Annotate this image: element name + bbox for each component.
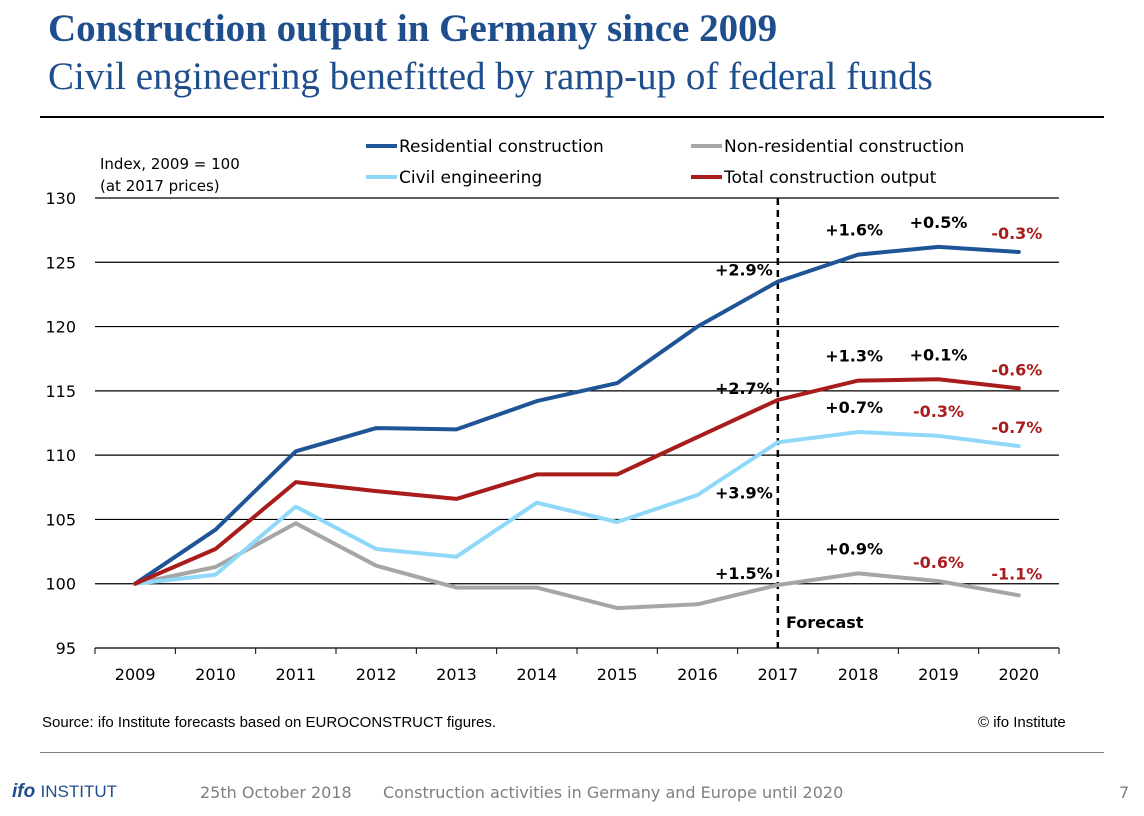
- logo-institut-text: INSTITUT: [40, 782, 118, 801]
- header-divider: [40, 116, 1104, 118]
- y-tick-label: 115: [45, 382, 76, 401]
- series-line-3: [133, 377, 1021, 586]
- y-tick-label: 130: [45, 189, 76, 208]
- x-tick-label: 2009: [115, 665, 156, 684]
- x-tick-label: 2017: [757, 665, 798, 684]
- x-tick-label: 2012: [356, 665, 397, 684]
- data-label-annotation: +3.9%: [715, 483, 773, 502]
- footer-date: 25th October 2018: [200, 783, 352, 802]
- page-title: Construction output in Germany since 200…: [48, 7, 778, 50]
- data-label-annotation: +0.9%: [825, 539, 883, 558]
- series-line-2: [133, 430, 1021, 586]
- x-tick-label: 2020: [998, 665, 1039, 684]
- axes: 95 100 105 110 115 120 125 130 2009 2010 2011 2012 2…: [45, 189, 1060, 684]
- x-tick-label: 2018: [838, 665, 879, 684]
- annotations: +2.9% +1.6% +0.5% -0.3% +2.7% +1.3% +0.1% -0.6%…: [715, 213, 1042, 583]
- x-tick-label: 2015: [597, 665, 638, 684]
- logo-ifo-text: ifo: [12, 781, 36, 802]
- y-tick-label: 125: [45, 253, 76, 272]
- y-axis-label-line2: (at 2017 prices): [100, 177, 220, 195]
- data-label-annotation: +0.5%: [910, 213, 968, 232]
- legend: Residential construction Non-residential …: [366, 137, 964, 188]
- x-tick-label: 2019: [918, 665, 959, 684]
- footer-divider: [40, 752, 1104, 753]
- line-chart: 95 100 105 110 115 120 125 130 2009 2010 2011 2012 2…: [45, 137, 1060, 684]
- data-label-annotation: +1.5%: [715, 564, 773, 583]
- forecast-label: Forecast: [786, 613, 864, 632]
- x-tick-label: 2011: [275, 665, 316, 684]
- data-label-annotation: -0.7%: [991, 418, 1042, 437]
- legend-label: Residential construction: [399, 137, 604, 157]
- page-number: 7: [1119, 783, 1130, 802]
- series-line-0: [133, 244, 1021, 586]
- y-tick-label: 105: [45, 510, 76, 529]
- data-label-annotation: -0.3%: [991, 224, 1042, 243]
- x-tick-label: 2013: [436, 665, 477, 684]
- ifo-logo[interactable]: ifo INSTITUT: [12, 781, 117, 803]
- data-label-annotation: +1.3%: [825, 347, 883, 366]
- data-label-annotation: +2.7%: [715, 379, 773, 398]
- data-label-annotation: +1.6%: [825, 221, 883, 240]
- source-note: Source: ifo Institute forecasts based on…: [42, 714, 497, 731]
- series-lines: [133, 244, 1021, 611]
- data-label-annotation: -1.1%: [991, 564, 1042, 583]
- x-tick-label: 2014: [516, 665, 557, 684]
- data-label-annotation: +0.7%: [825, 398, 883, 417]
- data-label-annotation: +2.9%: [715, 261, 773, 280]
- footer-presentation-title: Construction activities in Germany and E…: [383, 783, 844, 802]
- legend-label: Total construction output: [723, 168, 937, 188]
- y-axis-label-line1: Index, 2009 = 100: [100, 155, 240, 173]
- series-line-1: [133, 521, 1021, 611]
- copyright-note: © ifo Institute: [978, 714, 1066, 731]
- x-tick-label: 2010: [195, 665, 236, 684]
- data-label-annotation: -0.3%: [913, 402, 964, 421]
- y-tick-label: 120: [45, 318, 76, 337]
- y-tick-label: 95: [56, 639, 76, 658]
- legend-label: Non-residential construction: [724, 137, 964, 157]
- y-tick-label: 100: [45, 575, 76, 594]
- data-label-annotation: -0.6%: [913, 553, 964, 572]
- x-tick-label: 2016: [677, 665, 718, 684]
- data-label-annotation: +0.1%: [910, 345, 968, 364]
- legend-label: Civil engineering: [399, 168, 542, 188]
- data-label-annotation: -0.6%: [991, 360, 1042, 379]
- y-tick-label: 110: [45, 446, 76, 465]
- page-subtitle: Civil engineering benefitted by ramp-up …: [48, 55, 933, 98]
